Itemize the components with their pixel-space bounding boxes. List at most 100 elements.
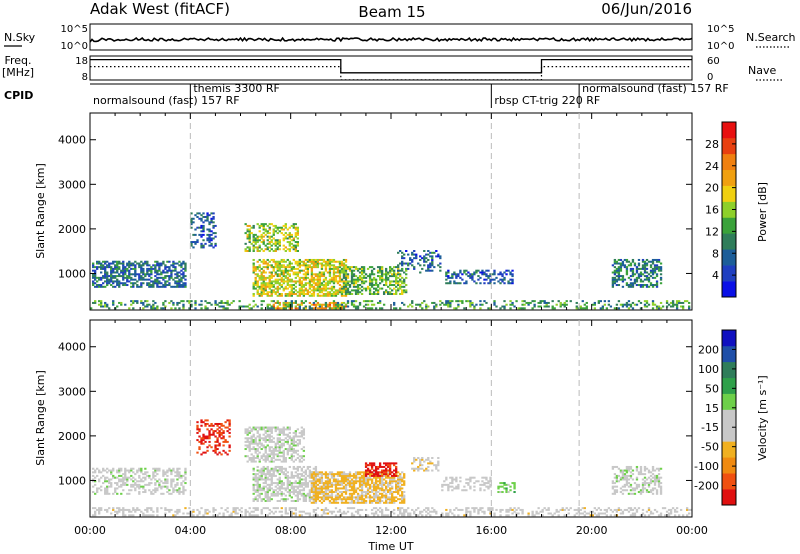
velocity-cell xyxy=(611,487,615,490)
velocity-cell xyxy=(429,460,432,463)
velocity-cell xyxy=(216,440,219,443)
velocity-cell xyxy=(282,473,285,476)
power-cell xyxy=(397,284,400,287)
velocity-cell xyxy=(252,435,255,438)
velocity-cell xyxy=(463,485,466,488)
velocity-cell xyxy=(174,483,177,486)
velocity-cell xyxy=(256,448,259,451)
power-cell xyxy=(298,269,301,272)
velocity-cell xyxy=(393,501,396,504)
velocity-cell xyxy=(268,440,271,443)
velocity-cell xyxy=(156,487,159,490)
velocity-cell xyxy=(639,492,643,495)
power-cell xyxy=(272,291,275,294)
velocity-cell xyxy=(120,508,123,511)
velocity-cell xyxy=(306,492,310,495)
velocity-cell xyxy=(384,471,388,474)
power-cell xyxy=(423,300,426,303)
power-cell xyxy=(459,271,462,274)
velocity-cell xyxy=(118,508,121,511)
power-cell xyxy=(459,269,462,272)
velocity-cell xyxy=(270,473,273,476)
velocity-cell xyxy=(104,508,107,511)
power-cell xyxy=(116,280,119,283)
velocity-cell xyxy=(312,491,316,494)
velocity-cell xyxy=(314,485,318,488)
velocity-cell xyxy=(613,485,617,488)
velocity-cell xyxy=(336,480,340,483)
power-cell xyxy=(419,255,422,258)
power-cell xyxy=(138,262,141,265)
power-cell xyxy=(300,280,304,283)
power-cell xyxy=(322,303,326,306)
power-cell xyxy=(509,307,512,310)
power-cell xyxy=(360,271,364,274)
power-cell xyxy=(362,282,366,285)
power-cell xyxy=(370,292,374,295)
velocity-cell xyxy=(256,449,259,452)
power-cell xyxy=(162,276,165,279)
power-cell xyxy=(158,262,161,265)
velocity-cell xyxy=(266,498,269,501)
power-cell xyxy=(585,301,588,304)
velocity-cell xyxy=(184,473,187,476)
power-cell xyxy=(276,248,279,251)
power-cell xyxy=(655,275,659,278)
power-cell xyxy=(240,305,243,308)
velocity-cell xyxy=(384,469,388,472)
power-cell xyxy=(246,228,249,231)
velocity-cell xyxy=(318,499,322,502)
power-cell xyxy=(320,262,324,265)
velocity-cell xyxy=(388,480,392,483)
velocity-cell xyxy=(308,474,312,477)
power-cell xyxy=(635,269,639,272)
power-cell xyxy=(312,282,316,285)
velocity-cell xyxy=(254,437,257,440)
power-cell xyxy=(467,300,470,303)
power-cell xyxy=(314,287,318,290)
velocity-cell xyxy=(256,482,259,485)
power-cell xyxy=(92,266,95,269)
velocity-cell xyxy=(256,499,259,502)
velocity-cell xyxy=(344,501,348,504)
power-cell xyxy=(427,266,430,269)
velocity-cell xyxy=(298,478,301,481)
power-cell xyxy=(260,273,263,276)
power-cell xyxy=(431,251,434,254)
velocity-cell xyxy=(304,480,308,483)
velocity-cell xyxy=(334,496,338,499)
velocity-cell xyxy=(218,451,221,454)
velocity-cell xyxy=(272,494,275,497)
power-cell xyxy=(364,287,368,290)
velocity-cell xyxy=(270,426,273,429)
velocity-cell xyxy=(280,446,283,449)
velocity-cell xyxy=(427,465,430,468)
velocity-cell xyxy=(300,455,304,458)
power-cell xyxy=(469,273,472,276)
velocity-cell xyxy=(314,476,318,479)
power-cell xyxy=(296,260,299,263)
velocity-cell xyxy=(256,444,259,447)
power-cell xyxy=(146,271,149,274)
velocity-cell xyxy=(308,499,312,502)
velocity-cell xyxy=(260,469,263,472)
velocity-cell xyxy=(376,474,380,477)
power-cell xyxy=(362,267,366,270)
power-cell xyxy=(366,285,370,288)
velocity-cell xyxy=(310,483,314,486)
power-cell xyxy=(310,266,314,269)
power-cell xyxy=(296,291,299,294)
power-cell xyxy=(332,276,336,279)
velocity-cell xyxy=(130,483,133,486)
power-cell xyxy=(366,303,370,306)
power-cell xyxy=(334,275,338,278)
power-cell xyxy=(401,257,404,260)
power-cell xyxy=(393,271,396,274)
power-cell xyxy=(262,292,265,295)
power-cell xyxy=(248,232,251,235)
power-cell xyxy=(266,232,269,235)
velocity-cell xyxy=(282,471,285,474)
velocity-cell xyxy=(226,440,229,443)
power-cell xyxy=(393,273,396,276)
velocity-cell xyxy=(625,478,629,481)
